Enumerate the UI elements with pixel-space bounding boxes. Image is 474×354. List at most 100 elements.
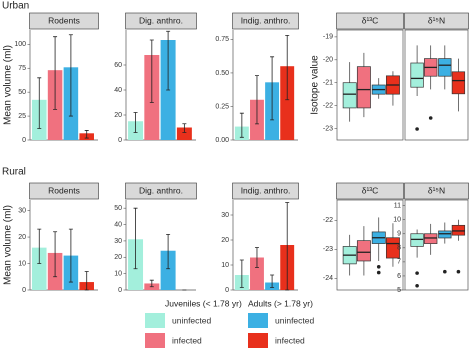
y-tick-label: 10 <box>18 260 26 267</box>
error-bar <box>285 202 290 291</box>
bar <box>280 66 295 140</box>
panel-strip <box>404 12 469 30</box>
y-tick-label: 10 <box>221 262 229 269</box>
bar <box>31 247 47 290</box>
legend-label: uninfected <box>275 315 314 325</box>
y-tick-label: -19 <box>323 34 333 41</box>
y-tick-label: -23 <box>323 125 333 132</box>
panel-title: Dig. anthro. <box>139 185 183 195</box>
y-tick-label: 0.25 <box>215 103 229 110</box>
y-tick-label: 5 <box>397 287 401 294</box>
y-tick-label: -24 <box>323 275 333 282</box>
error-bar <box>68 34 73 117</box>
error-bar <box>166 30 171 91</box>
y-tick-label: 50 <box>114 205 122 212</box>
y-tick-label: -22 <box>323 102 333 109</box>
legend-swatch <box>145 313 165 328</box>
panel-strip <box>336 182 404 200</box>
error-bar <box>239 112 244 138</box>
panel-title: δ¹⁵N <box>428 15 445 25</box>
y-tick-label: 20 <box>114 112 122 119</box>
error-bar <box>133 207 138 270</box>
y-tick-label: 10 <box>393 217 401 224</box>
error-bar <box>166 233 171 270</box>
error-bar <box>37 228 42 264</box>
panel-title: Indig. anthro. <box>241 15 291 25</box>
outlier <box>443 269 447 274</box>
outlier <box>456 269 461 274</box>
y-tick-label: 9 <box>397 231 401 238</box>
error-bar <box>254 75 259 125</box>
error-bar <box>133 112 138 133</box>
panel-strip <box>232 182 299 200</box>
panel-frame <box>336 29 404 141</box>
error-bar <box>149 279 154 288</box>
y-axis-label: Mean volume (ml) <box>3 205 14 285</box>
outlier <box>376 270 381 275</box>
outlier <box>415 283 419 288</box>
error-bar <box>53 36 58 110</box>
y-tick-label: 0 <box>22 287 26 294</box>
y-tick-label: -21 <box>323 80 333 87</box>
y-tick-label: 0.00 <box>215 137 229 144</box>
error-bar <box>84 130 89 139</box>
y-tick-label: 50 <box>18 89 26 96</box>
y-tick-label: 20 <box>221 237 229 244</box>
legend-title: Juveniles (< 1.78 yr) <box>165 298 242 308</box>
panel-frame <box>404 199 469 291</box>
error-bar <box>270 274 275 288</box>
panel-strip <box>232 12 299 30</box>
y-tick-label: 30 <box>221 212 229 219</box>
legend-label: infected <box>172 335 202 345</box>
panel-title: δ¹³C <box>362 185 379 195</box>
box <box>438 230 452 239</box>
box <box>438 58 452 77</box>
legend-swatch <box>145 333 165 348</box>
y-tick-label: 60 <box>114 62 122 69</box>
error-bar <box>239 259 244 288</box>
box <box>451 71 466 95</box>
outlier <box>415 127 419 131</box>
error-bar <box>285 34 290 101</box>
error-bar <box>182 123 187 133</box>
y-tick-label: 30 <box>114 238 122 245</box>
outlier <box>415 271 419 275</box>
box <box>385 237 400 259</box>
outlier <box>428 116 433 120</box>
error-bar <box>68 228 73 283</box>
y-tick-label: 100 <box>14 41 26 48</box>
panel-title: Dig. anthro. <box>139 15 183 25</box>
y-tick-label: 0 <box>22 137 26 144</box>
y-tick-label: 0.50 <box>215 70 229 77</box>
panel-strip <box>29 182 99 200</box>
y-tick-label: 6 <box>397 273 401 280</box>
legend-label: uninfected <box>172 315 211 325</box>
legend-label: infected <box>275 335 305 345</box>
legend-swatch <box>248 333 268 348</box>
legend-title: Adults (> 1.78 yr) <box>248 298 313 308</box>
panel-strip <box>125 12 197 30</box>
bar <box>176 127 192 140</box>
box <box>356 66 371 109</box>
error-bar <box>84 271 89 291</box>
y-tick-label: 11 <box>394 202 401 209</box>
y-tick-label: 75 <box>18 65 26 72</box>
panel-title: Rodents <box>48 15 80 25</box>
row-label: Rural <box>2 167 26 178</box>
box <box>356 240 371 262</box>
y-tick-label: 40 <box>114 87 122 94</box>
error-bar <box>37 77 42 129</box>
y-axis-label: Isotope value <box>310 55 321 115</box>
y-tick-label: 0 <box>118 287 122 294</box>
error-bar <box>254 247 259 268</box>
outlier <box>376 264 381 269</box>
box <box>342 82 357 109</box>
panel-strip <box>404 182 469 200</box>
box <box>451 224 466 236</box>
y-tick-label: 8 <box>397 245 401 252</box>
y-tick-label: 7 <box>397 259 401 266</box>
panel-strip <box>336 12 404 30</box>
legend-swatch <box>248 313 268 328</box>
panel-strip <box>29 12 99 30</box>
